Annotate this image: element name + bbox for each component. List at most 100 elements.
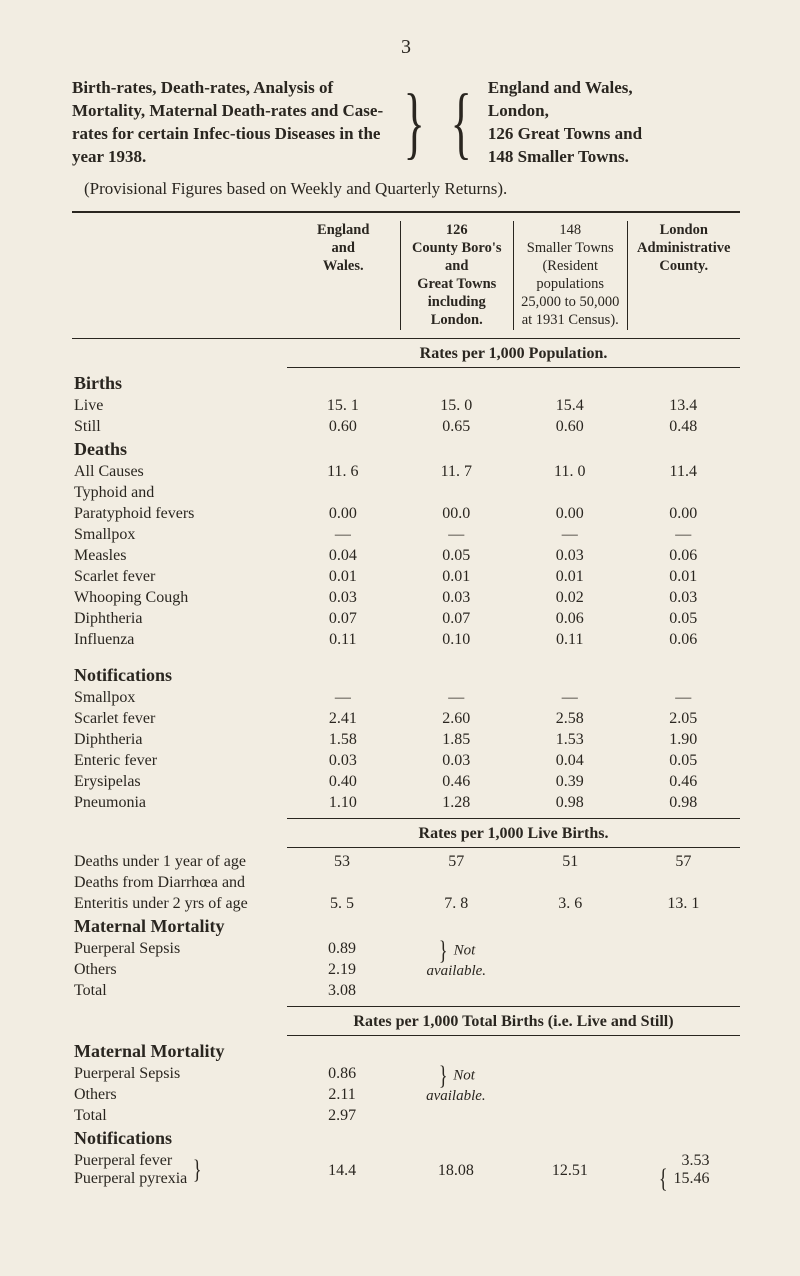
cell: 0.11 xyxy=(513,630,626,651)
cell: 1.90 xyxy=(626,730,740,751)
row-label: Typhoid and xyxy=(72,483,286,504)
divider xyxy=(287,847,740,848)
row-label: Puerperal Sepsis xyxy=(72,1064,286,1085)
table-row: Puerperal Sepsis 0.89 } Not available. xyxy=(72,939,740,960)
section-header: Rates per 1,000 Population. xyxy=(287,345,740,363)
cell: 0.86 xyxy=(286,1064,399,1085)
row-label: Whooping Cough xyxy=(72,588,286,609)
section-header: Rates per 1,000 Live Births. xyxy=(287,825,740,843)
divider xyxy=(72,211,740,213)
cell: 2.41 xyxy=(286,709,399,730)
cell: 0.46 xyxy=(626,772,740,793)
cell-value: 15.46 xyxy=(674,1170,710,1188)
cell: 2.19 xyxy=(285,960,399,981)
divider xyxy=(72,338,740,339)
table-row: Enteritis under 2 yrs of age5. 57. 83. 6… xyxy=(72,894,740,915)
not-available-text: Not available. xyxy=(426,1068,486,1104)
row-label: Diphtheria xyxy=(72,730,286,751)
not-available-text: Not available. xyxy=(426,943,486,979)
column-header: 126 County Boro's and Great Towns includ… xyxy=(401,221,515,330)
row-label: Total xyxy=(72,981,285,1002)
cell: 0.00 xyxy=(513,504,626,525)
data-table-1: Births Live15. 115. 015.413.4 Still0.600… xyxy=(72,372,740,814)
table-row: Influenza0.110.100.110.06 xyxy=(72,630,740,651)
cell: 0.46 xyxy=(400,772,513,793)
cell: 18.08 xyxy=(399,1151,514,1192)
cell: 0.03 xyxy=(400,751,513,772)
cell: 0.60 xyxy=(286,417,399,438)
row-label: Deaths from Diarrhœa and xyxy=(72,873,285,894)
provisional-note: (Provisional Figures based on Weekly and… xyxy=(84,179,740,199)
cell: 0.01 xyxy=(400,567,513,588)
cell: 0.07 xyxy=(286,609,399,630)
row-header: Maternal Mortality xyxy=(72,915,285,939)
cell: 0.01 xyxy=(286,567,399,588)
header-right-line: London, xyxy=(488,100,740,123)
cell: 13. 1 xyxy=(627,894,740,915)
brace-right-icon: } xyxy=(439,1065,448,1087)
table-row: Paratyphoid fevers0.0000.00.000.00 xyxy=(72,504,740,525)
row-label: All Causes xyxy=(72,462,286,483)
cell: 12.51 xyxy=(513,1151,626,1192)
table-row: Smallpox———— xyxy=(72,525,740,546)
table-row: Scarlet fever0.010.010.010.01 xyxy=(72,567,740,588)
cell: 0.03 xyxy=(626,588,740,609)
cell: 7. 8 xyxy=(399,894,514,915)
row-label: Measles xyxy=(72,546,286,567)
table-row: Births xyxy=(72,372,740,396)
cell: 1.28 xyxy=(400,793,513,814)
table-row: Deaths from Diarrhœa and xyxy=(72,873,740,894)
cell: 11. 7 xyxy=(400,462,513,483)
cell: 15. 0 xyxy=(400,396,513,417)
cell: 0.02 xyxy=(513,588,626,609)
cell: 0.40 xyxy=(286,772,399,793)
row-label: Influenza xyxy=(72,630,286,651)
cell: 2.11 xyxy=(286,1085,399,1106)
cell: 53 xyxy=(285,852,399,873)
table-row: Measles0.040.050.030.06 xyxy=(72,546,740,567)
cell: 1.53 xyxy=(513,730,626,751)
cell: — xyxy=(286,688,399,709)
table-row: Live15. 115. 015.413.4 xyxy=(72,396,740,417)
cell: 3.08 xyxy=(285,981,399,1002)
cell: 51 xyxy=(514,852,627,873)
cell: — xyxy=(286,525,399,546)
spacer xyxy=(72,651,740,664)
cell: 0.65 xyxy=(400,417,513,438)
table-row: Whooping Cough0.030.030.020.03 xyxy=(72,588,740,609)
page: 3 Birth-rates, Death-rates, Analysis of … xyxy=(0,0,800,1232)
cell: 0.89 xyxy=(285,939,399,960)
row-label: Puerperal pyrexia xyxy=(74,1170,187,1188)
row-label: Others xyxy=(72,960,285,981)
cell: 0.05 xyxy=(400,546,513,567)
row-header: Births xyxy=(72,372,286,396)
cell: 57 xyxy=(399,852,514,873)
row-label: Erysipelas xyxy=(72,772,286,793)
brace-right-icon: } xyxy=(439,940,448,962)
cell: 0.04 xyxy=(286,546,399,567)
brace-right-icon: } xyxy=(193,1159,202,1181)
row-label: Enteritis under 2 yrs of age xyxy=(72,894,285,915)
section-header: Rates per 1,000 Total Births (i.e. Live … xyxy=(287,1013,740,1031)
header-right-line: 126 Great Towns and xyxy=(488,123,740,146)
row-label: Others xyxy=(72,1085,286,1106)
row-header: Notifications xyxy=(72,664,286,688)
brace-left-icon: { xyxy=(450,88,471,158)
cell: 57 xyxy=(627,852,740,873)
not-available-cell: } Not available. xyxy=(399,1064,514,1127)
row-header: Deaths xyxy=(72,438,286,462)
table-row: Deaths under 1 year of age53575157 xyxy=(72,852,740,873)
row-label: Scarlet fever xyxy=(72,567,286,588)
table-row: Maternal Mortality xyxy=(72,915,740,939)
cell: 1.85 xyxy=(400,730,513,751)
cell: { 3.53 15.46 xyxy=(627,1151,740,1192)
cell: 11. 0 xyxy=(513,462,626,483)
cell: 5. 5 xyxy=(285,894,399,915)
divider xyxy=(287,818,740,819)
row-label: Puerperal Sepsis xyxy=(72,939,285,960)
cell: 0.06 xyxy=(626,546,740,567)
row-header: Notifications xyxy=(72,1127,286,1151)
row-label: Total xyxy=(72,1106,286,1127)
cell: — xyxy=(513,525,626,546)
header-right-line: England and Wales, xyxy=(488,77,740,100)
